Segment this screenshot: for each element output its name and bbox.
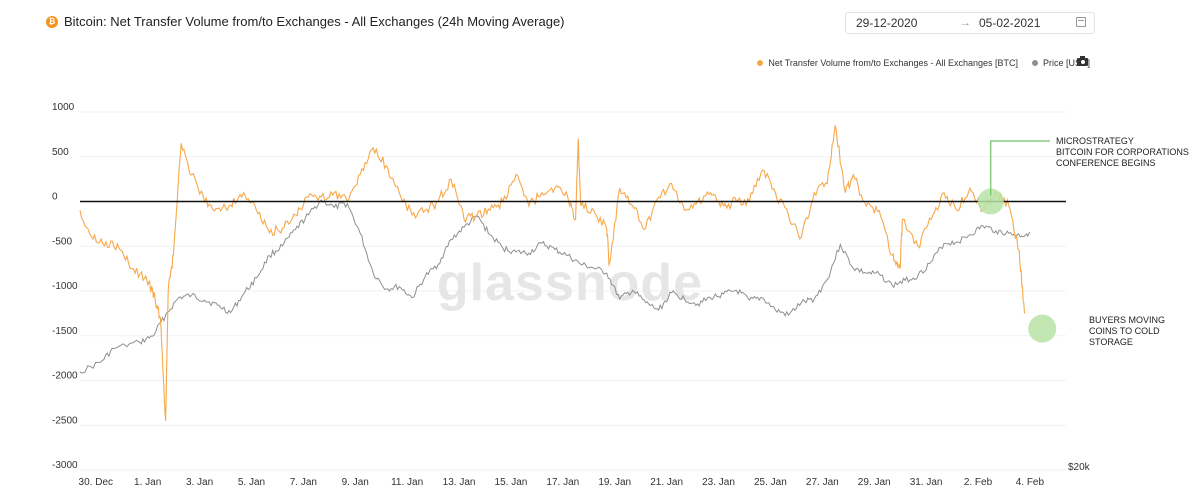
y-tick-label-0: 1000 [52, 102, 75, 113]
x-tick-label-9: 17. Jan [546, 477, 579, 488]
price-dot-icon [1031, 60, 1038, 66]
y-tick-label-3: -500 [52, 236, 72, 247]
annotation-text-1-line-0: MICROSTRATEGY [1056, 136, 1134, 146]
y-tick-label-6: -2000 [52, 371, 78, 382]
calendar-icon[interactable] [1076, 17, 1086, 27]
x-tick-label-5: 9. Jan [342, 477, 369, 488]
y-tick-label-7: -2500 [52, 415, 78, 426]
end-date-input[interactable] [977, 15, 1081, 31]
net-transfer-dot-icon [757, 60, 764, 66]
x-tick-label-18: 4. Feb [1016, 477, 1045, 488]
bitcoin-icon: ₿ [46, 15, 58, 28]
chart-title: Bitcoin: Net Transfer Volume from/to Exc… [64, 14, 565, 29]
x-tick-label-3: 5. Jan [238, 477, 265, 488]
net-transfer-series-line [79, 125, 1026, 421]
y-tick-label-5: -1500 [52, 326, 78, 337]
annotation-text-1-line-1: BITCOIN FOR CORPORATIONS [1056, 147, 1189, 157]
date-range-picker[interactable]: → [845, 12, 1095, 34]
price-series-line [79, 199, 1031, 374]
legend-label-price: Price [USD] [1042, 58, 1090, 68]
annotation-connector-1 [990, 140, 1050, 196]
y-axis-ticks: 1000 500 0 -500 -1000 -1500 -2000 -2500 -3000 [52, 102, 78, 471]
start-date-input[interactable] [854, 15, 958, 31]
camera-icon[interactable] [1077, 56, 1088, 66]
x-tick-label-15: 29. Jan [858, 477, 891, 488]
x-tick-label-10: 19. Jan [598, 477, 631, 488]
annotation-text-2-line-0: BUYERS MOVING [1089, 315, 1165, 325]
x-tick-label-7: 13. Jan [443, 477, 476, 488]
y-tick-label-2: 0 [52, 192, 58, 203]
annotation-text-2-line-2: STORAGE [1089, 337, 1133, 347]
x-tick-label-6: 11. Jan [391, 477, 423, 488]
x-tick-label-17: 2. Feb [964, 477, 993, 488]
x-tick-label-0: 30. Dec [79, 477, 113, 488]
x-tick-label-13: 25. Jan [754, 477, 787, 488]
annotation-marker-2 [1028, 314, 1057, 343]
series-group [79, 125, 1031, 421]
x-tick-label-11: 21. Jan [650, 477, 683, 488]
x-axis-ticks: 30. Dec 1. Jan 3. Jan 5. Jan 7. Jan 9. Jan 11.… [79, 477, 1045, 488]
y-tick-label-4: -1000 [52, 281, 78, 292]
x-tick-label-12: 23. Jan [702, 477, 735, 488]
x-tick-label-16: 31. Jan [910, 477, 943, 488]
arrow-right-icon: → [960, 17, 971, 29]
x-tick-label-1: 1. Jan [134, 477, 161, 488]
annotation-text-2-line-1: COINS TO COLD [1089, 326, 1160, 336]
right-axis-tick-label: $20k [1068, 462, 1091, 473]
x-tick-label-14: 27. Jan [806, 477, 839, 488]
legend-item-price[interactable]: Price [USD] [1031, 58, 1090, 68]
legend-label-net-transfer: Net Transfer Volume from/to Exchanges - … [768, 58, 1018, 68]
legend-item-net-transfer[interactable]: Net Transfer Volume from/to Exchanges - … [757, 58, 1018, 68]
y-tick-label-8: -3000 [52, 460, 78, 471]
x-tick-label-2: 3. Jan [186, 477, 213, 488]
watermark: glassnode [437, 254, 703, 312]
chart-header: ₿ Bitcoin: Net Transfer Volume from/to E… [46, 14, 565, 29]
chart-legend: Net Transfer Volume from/to Exchanges - … [743, 58, 1090, 68]
annotation-text-1-line-2: CONFERENCE BEGINS [1056, 158, 1156, 168]
annotation-marker-1 [977, 188, 1004, 215]
x-tick-label-4: 7. Jan [290, 477, 317, 488]
x-tick-label-8: 15. Jan [495, 477, 528, 488]
y-tick-label-1: 500 [52, 147, 69, 158]
